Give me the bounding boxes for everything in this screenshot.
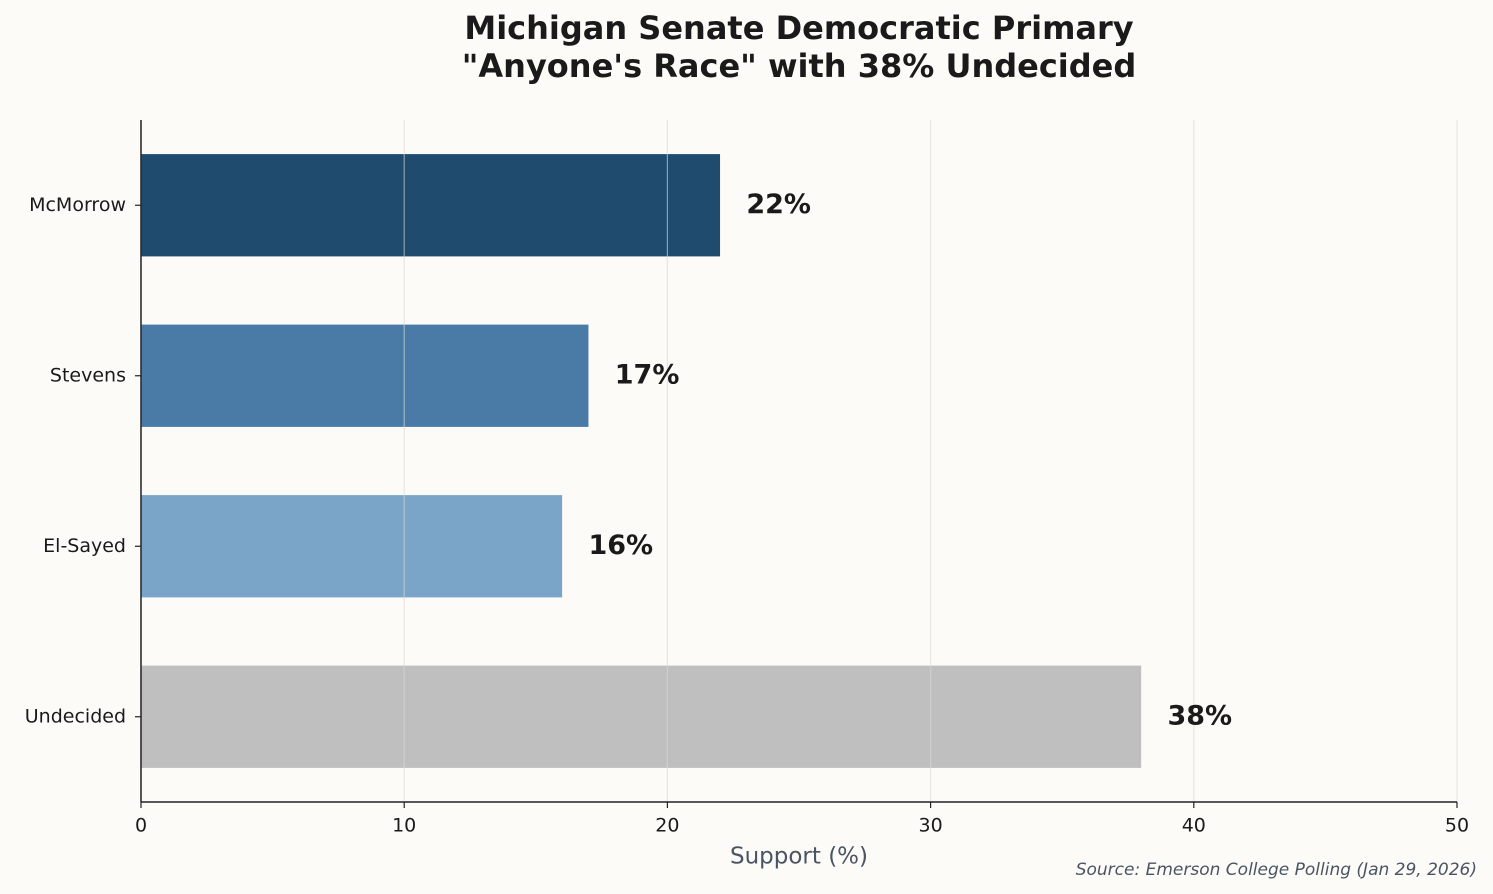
x-tick-label: 20 [655, 815, 679, 837]
y-tick-label: McMorrow [29, 194, 126, 216]
bar [141, 495, 563, 598]
x-tick-label: 50 [1445, 815, 1469, 837]
y-tick-label: Undecided [25, 705, 126, 727]
y-tick-label: El-Sayed [43, 535, 126, 557]
bar [141, 665, 1142, 768]
chart-title: Michigan Senate Democratic Primary [464, 9, 1133, 47]
value-label: 22% [746, 189, 811, 220]
x-tick-label: 0 [135, 815, 147, 837]
y-tick-label: Stevens [50, 364, 126, 386]
chart-title: "Anyone's Race" with 38% Undecided [462, 47, 1137, 85]
value-label: 38% [1167, 700, 1232, 731]
x-tick-label: 10 [392, 815, 416, 837]
value-label: 16% [588, 530, 653, 561]
source-note: Source: Emerson College Polling (Jan 29,… [1076, 860, 1477, 880]
x-axis-label: Support (%) [730, 844, 868, 870]
value-label: 17% [615, 359, 680, 390]
x-tick-label: 40 [1182, 815, 1206, 837]
bar [141, 324, 589, 427]
x-tick-label: 30 [919, 815, 943, 837]
bar [141, 154, 721, 257]
